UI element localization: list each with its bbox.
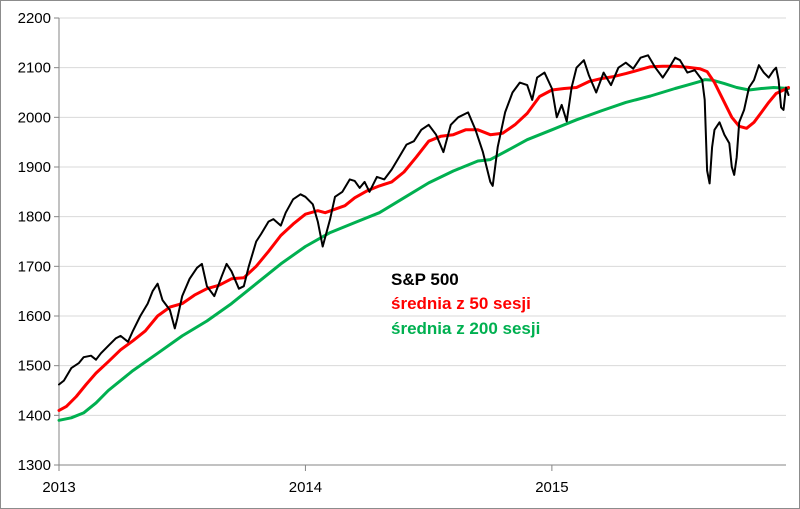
y-tick-label: 1800 bbox=[18, 209, 51, 226]
x-tick-labels: 2013 2014 2015 bbox=[42, 465, 569, 496]
series-line-ma200 bbox=[57, 78, 790, 422]
y-tick-label: 1300 bbox=[18, 457, 51, 474]
series-lines bbox=[57, 54, 790, 422]
y-tick-label: 2100 bbox=[18, 60, 51, 77]
series-line-sp500 bbox=[58, 54, 790, 386]
legend-label-sp500: S&P 500 bbox=[391, 270, 459, 289]
series-line-ma50 bbox=[57, 64, 790, 412]
grid-lines bbox=[54, 17, 786, 466]
y-tick-label: 1900 bbox=[18, 159, 51, 176]
y-tick-label: 2200 bbox=[18, 10, 51, 27]
legend-label-ma200: średnia z 200 sesji bbox=[391, 319, 540, 338]
y-tick-labels: 1300 1400 1500 1600 1700 1800 1900 2000 2100 2200 bbox=[18, 10, 51, 474]
legend: S&P 500 średnia z 50 sesji średnia z 200… bbox=[391, 270, 540, 338]
axes bbox=[58, 18, 786, 466]
x-tick-label: 2013 bbox=[42, 479, 75, 496]
y-tick-label: 1400 bbox=[18, 407, 51, 424]
x-tick-label: 2014 bbox=[289, 479, 322, 496]
y-tick-label: 2000 bbox=[18, 109, 51, 126]
y-tick-label: 1700 bbox=[18, 258, 51, 275]
x-tick-label: 2015 bbox=[535, 479, 568, 496]
y-tick-label: 1500 bbox=[18, 358, 51, 375]
legend-label-ma50: średnia z 50 sesji bbox=[391, 294, 531, 313]
y-tick-label: 1600 bbox=[18, 308, 51, 325]
